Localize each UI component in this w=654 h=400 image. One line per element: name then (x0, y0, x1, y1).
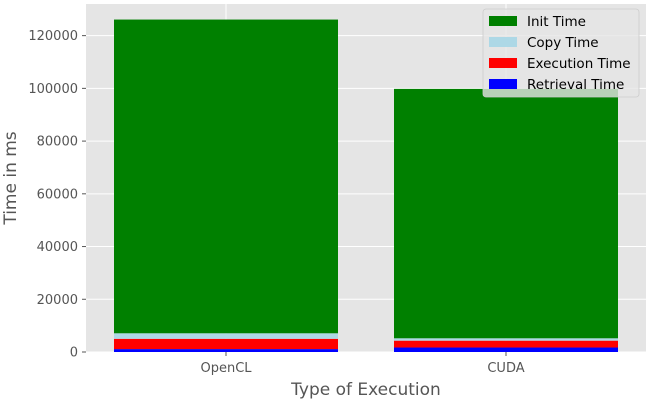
y-tick-label: 60000 (37, 187, 78, 202)
bar-copy-time-cuda (394, 338, 618, 341)
bar-init-time-cuda (394, 88, 618, 339)
legend: Init Time Copy Time Execution Time Retrieva… (482, 8, 640, 98)
bar-retrieval-time-opencl (114, 349, 338, 352)
y-tick-label: 20000 (37, 293, 78, 308)
y-tick-label: 0 (70, 346, 78, 361)
x-tick-label: CUDA (487, 361, 524, 376)
x-axis-title: Type of Execution (290, 380, 441, 400)
y-tick-label: 40000 (37, 240, 78, 255)
x-axis-ticks: OpenCL CUDA (200, 352, 525, 376)
bars (114, 19, 618, 352)
legend-label: Copy Time (527, 35, 599, 51)
y-tick-label: 80000 (37, 135, 78, 150)
bar-init-time-opencl (114, 19, 338, 334)
y-tick-label: 100000 (28, 82, 78, 97)
legend-swatch (489, 58, 517, 68)
legend-label: Init Time (527, 14, 586, 30)
legend-label: Execution Time (527, 56, 631, 72)
legend-swatch (489, 79, 517, 89)
y-axis-ticks: 0 20000 40000 60000 80000 100000 120000 (28, 29, 86, 361)
legend-box (482, 8, 640, 98)
bar-execution-time-opencl (114, 338, 338, 350)
bar-copy-time-opencl (114, 333, 338, 339)
x-tick-label: OpenCL (200, 361, 252, 376)
bar-retrieval-time-cuda (394, 347, 618, 352)
legend-swatch (489, 37, 517, 47)
bar-execution-time-cuda (394, 340, 618, 348)
y-axis-title: Time in ms (1, 131, 21, 225)
legend-label: Retrieval Time (527, 77, 624, 93)
y-tick-label: 120000 (28, 29, 78, 44)
legend-swatch (489, 16, 517, 26)
